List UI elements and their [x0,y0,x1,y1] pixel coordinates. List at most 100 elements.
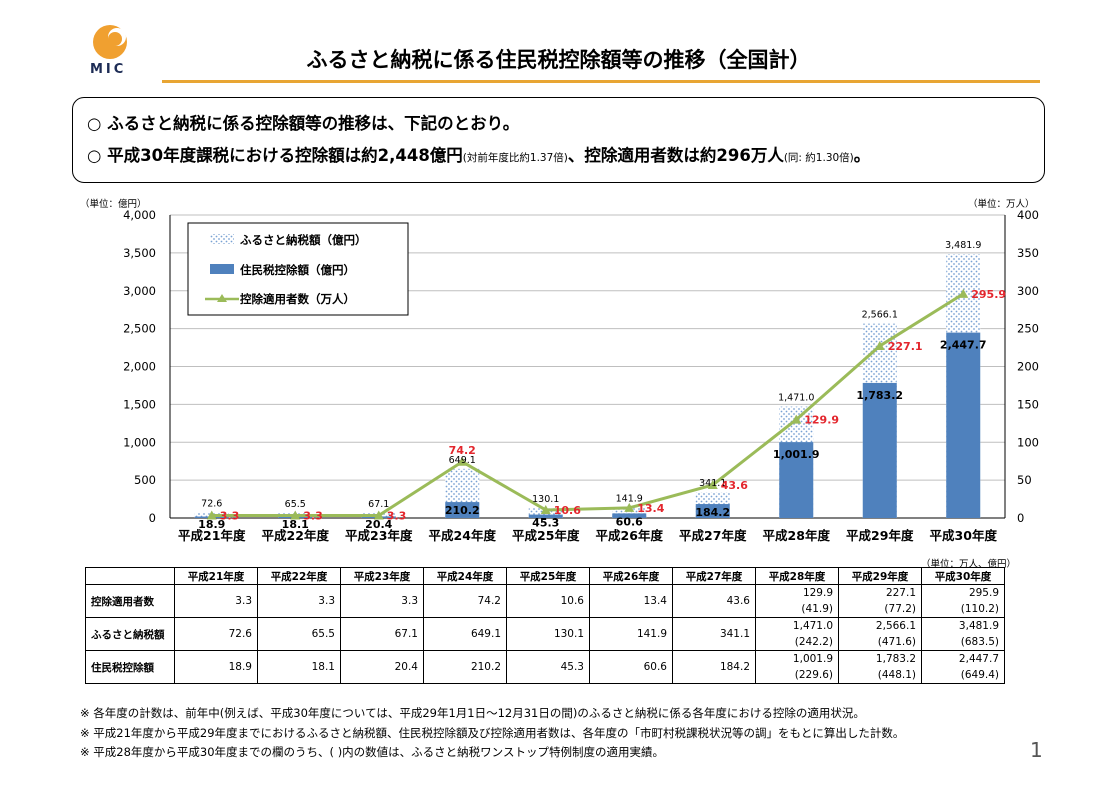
x-category-label: 平成27年度 [679,528,747,543]
bar-juminzei [862,382,897,518]
marker-koujo [373,510,384,520]
left-tick-label: 4,000 [123,208,156,222]
table-cell: 3.3 [174,584,258,618]
data-label-juminzei: 184.2 [695,506,730,519]
table-header-cell: 平成23年度 [340,567,424,585]
logo-text: MIC [90,62,127,77]
table-row: 住民税控除額 18.9 18.1 20.4 210.2 45.3 60.6 184.2 1,00… [85,650,1005,684]
data-label-koujo: 74.2 [449,444,476,457]
table-cell-value: 129.9 [802,587,833,599]
table-cell: 3.3 [340,584,424,618]
table-cell-value: 1,783.2 [875,653,916,665]
data-label-furusato: 649.1 [449,455,476,466]
x-category-label: 平成21年度 [178,528,246,543]
footnote: ※ 各年度の計数は、前年中(例えば、平成30年度については、平成29年1月1日〜… [80,706,865,720]
table-cell-value: 2,447.7 [958,653,999,665]
table-cell-value: 2,566.1 [875,620,916,632]
table-cell: 210.2 [423,650,507,684]
table-cell: 1,001.9 (229.6) [755,650,839,684]
data-label-furusato: 141.9 [616,493,643,504]
table-cell: 184.2 [672,650,756,684]
table-header-cell: 平成26年度 [589,567,673,585]
x-category-label: 平成28年度 [763,528,831,543]
left-tick-label: 2,000 [123,360,156,374]
data-table: 平成21年度 平成22年度 平成23年度 平成24年度 平成25年度 平成26年… [85,567,1005,684]
right-tick-label: 100 [1017,435,1039,449]
summary-line-2-note: (対前年度比約1.37倍) [462,152,568,164]
table-cell-value: 3,481.9 [958,620,999,632]
right-tick-label: 50 [1017,473,1032,487]
table-cell: 649.1 [423,617,507,651]
data-label-koujo: 3.3 [303,510,323,523]
table-cell: 74.2 [423,584,507,618]
table-cell-value: 295.9 [968,587,999,599]
table-cell: 72.6 [174,617,258,651]
x-category-label: 平成29年度 [846,528,914,543]
footnotes: ※ 各年度の計数は、前年中(例えば、平成30年度については、平成29年1月1日〜… [80,704,904,763]
table-cell-onestop-value: (77.2) [884,603,916,615]
footnote: ※ 平成21年度から平成29年度までにおけるふるさと納税額、住民税控除額及び控除… [80,725,905,740]
table-cell: 65.5 [257,617,341,651]
summary-box: ○ ふるさと納税に係る控除額等の推移は、下記のとおり。 ○ 平成30年度課税にお… [72,97,1045,183]
table-cell: 3.3 [257,584,341,618]
table-cell-onestop-value: (41.9) [801,603,833,615]
data-label-juminzei: 1,783.2 [856,389,903,402]
left-tick-label: 3,000 [123,284,156,298]
data-label-koujo: 227.1 [888,340,923,353]
table-cell: 341.1 [672,617,756,651]
data-label-juminzei: 1,001.9 [773,448,820,461]
x-category-label: 平成30年度 [930,528,998,543]
table-header-cell: 平成24年度 [423,567,507,585]
table-cell: 2,447.7 (649.4) [921,650,1005,684]
marker-koujo [791,414,802,424]
data-label-koujo: 3.3 [220,510,240,523]
right-tick-label: 200 [1017,360,1039,374]
table-cell-value: 1,471.0 [792,620,833,632]
table-header-cell: 平成28年度 [755,567,839,585]
data-label-furusato: 72.6 [201,499,222,510]
bar-juminzei [445,502,480,518]
data-label-furusato: 3,481.9 [945,240,981,251]
chart-legend: ふるさと納税額（億円） 住民税控除額（億円） 控除適用者数（万人） [187,222,409,316]
bar-juminzei [946,332,981,518]
left-tick-label: 0 [149,511,156,525]
data-label-furusato: 2,566.1 [862,310,898,321]
bar-juminzei [779,442,814,518]
marker-koujo [958,288,969,298]
legend-swatch-juminzei [210,264,234,274]
summary-line-2-end: 。 [853,146,871,165]
right-tick-label: 350 [1017,246,1039,260]
table-header-cell: 平成21年度 [174,567,258,585]
right-tick-label: 300 [1017,284,1039,298]
table-cell: 45.3 [506,650,590,684]
marker-koujo [624,502,635,512]
right-tick-label: 150 [1017,397,1039,411]
table-cell: 129.9 (41.9) [755,584,839,618]
right-tick-label: 0 [1017,511,1024,525]
x-category-label: 平成22年度 [262,528,330,543]
table-cell: 1,471.0 (242.2) [755,617,839,651]
data-label-koujo: 3.3 [387,510,407,523]
table-cell: 1,783.2 (448.1) [838,650,922,684]
marker-koujo [290,510,301,520]
table-row: 控除適用者数 3.3 3.3 3.3 74.2 10.6 13.4 43.6 129.9 (41.… [85,584,1005,618]
data-label-furusato: 341.1 [699,478,726,489]
table-cell-onestop-value: (649.4) [960,669,999,681]
table-header-cell: 平成22年度 [257,567,341,585]
table-header-cell: 平成25年度 [506,567,590,585]
table-cell: 20.4 [340,650,424,684]
data-label-juminzei: 20.4 [365,518,392,531]
legend-label-juminzei: 住民税控除額（億円） [240,263,355,277]
table-row-label: ふるさと納税額 [85,617,175,651]
table-cell-onestop-value: (229.6) [794,669,833,681]
marker-koujo [457,456,468,466]
table-cell: 18.1 [257,650,341,684]
left-axis-unit: （単位：億円） [80,199,147,210]
table-header-cell: 平成27年度 [672,567,756,585]
left-tick-label: 500 [134,473,156,487]
bar-juminzei [695,504,730,518]
x-category-label: 平成24年度 [429,528,497,543]
data-label-juminzei: 45.3 [532,517,559,530]
bar-furusato [612,507,647,518]
page-title: ふるさと納税に係る住民税控除額等の推移（全国計） [306,48,811,72]
